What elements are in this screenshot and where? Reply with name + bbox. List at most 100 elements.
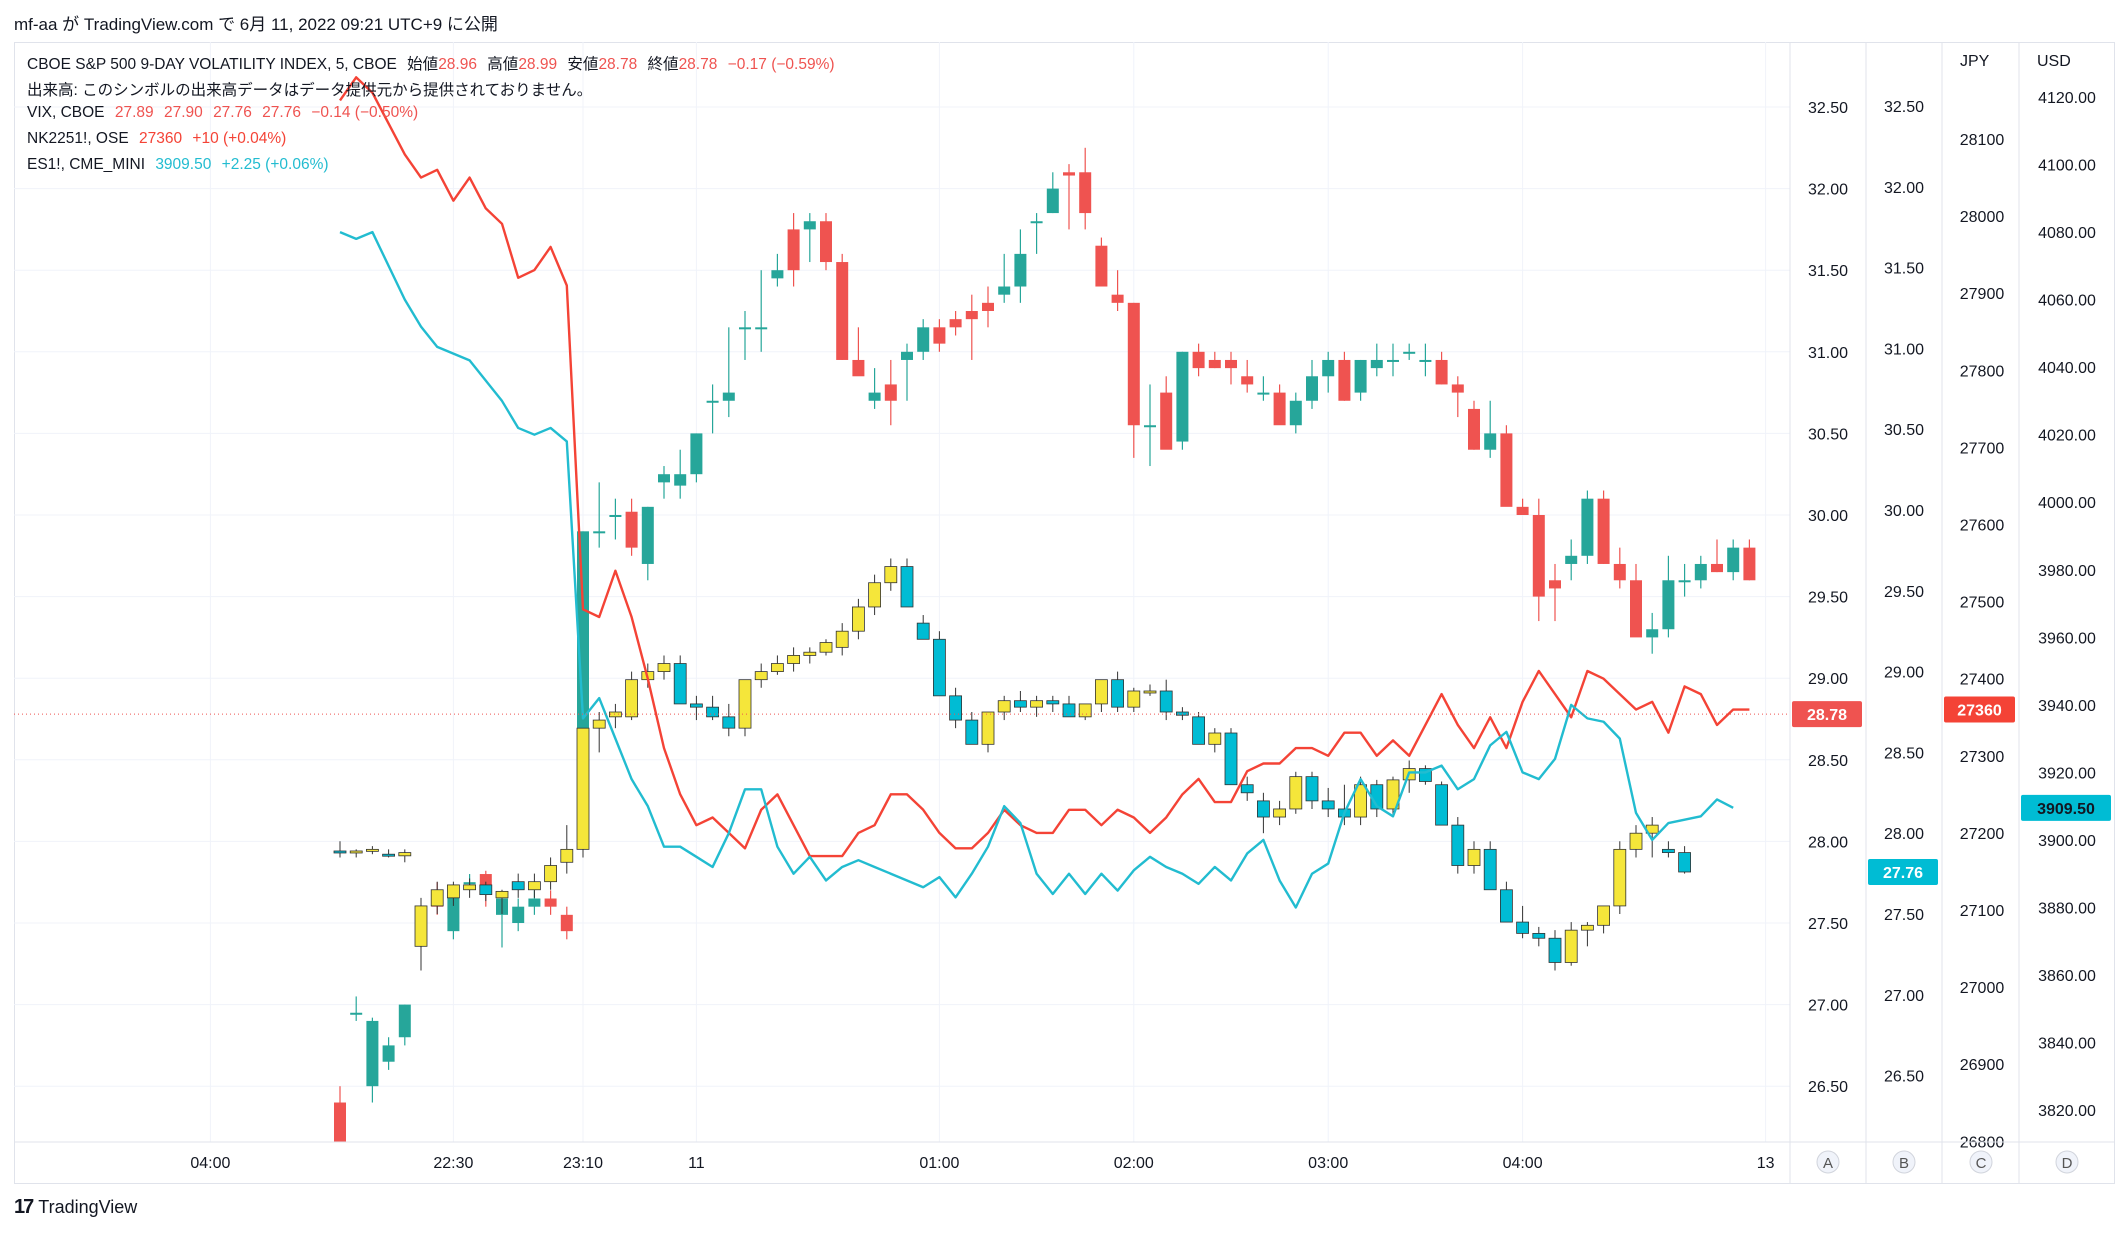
vix-candle-body [544, 865, 557, 883]
vix9d-candle-body [917, 327, 930, 352]
legend-nk: NK2251!, OSE 27360 +10 (+0.04%) [27, 130, 292, 148]
axis-tick-label: 3840.00 [2038, 1036, 2096, 1053]
axis-tick-label: 31.00 [1884, 341, 1924, 358]
vix9d-candle-body [366, 1020, 379, 1087]
axis-tick-label: 31.00 [1808, 345, 1848, 362]
vix9d-candle-body [625, 511, 638, 548]
vix-candle-body [1224, 732, 1238, 786]
vix9d-candle-body [1354, 359, 1367, 393]
scale-button-d[interactable]: D [2055, 1150, 2079, 1174]
vix-candle-body [965, 719, 979, 745]
vix-candle-body [916, 622, 930, 640]
vix9d-candle-body [803, 221, 816, 230]
current-price-tag-label: 3909.50 [2037, 801, 2095, 818]
legend-es-symbol[interactable]: ES1!, CME_MINI [27, 156, 145, 173]
scale-button-a[interactable]: A [1816, 1150, 1840, 1174]
axis-tick-label: 31.50 [1808, 263, 1848, 280]
scale-button-c[interactable]: C [1969, 1150, 1993, 1174]
vix-candle-body [722, 716, 736, 729]
vix-candle-body [1321, 800, 1335, 810]
vix-candle-body [787, 655, 800, 664]
vix9d-candle-body [1532, 515, 1545, 597]
price-axis-jpy[interactable]: JPY 28100 28000 27900 27800 27700 27600 27500 27… [1941, 42, 2015, 1183]
vix-candle-body [1078, 703, 1092, 718]
vix-candle-body [706, 706, 719, 718]
vix-candle-body [1435, 784, 1448, 826]
vix-candle-body [738, 679, 752, 729]
scale-button-circle [1892, 1150, 1916, 1174]
scale-button-b[interactable]: B [1892, 1150, 1916, 1174]
axis-tick-label: 29.00 [1808, 671, 1848, 688]
legend-vix-symbol[interactable]: VIX, CBOE [27, 104, 105, 121]
vix-candle-body [997, 700, 1011, 713]
axis-tick-label: 27100 [1960, 903, 2005, 920]
vix9d-candle-body [1694, 563, 1707, 581]
vix-candle-body [1516, 921, 1529, 934]
axis-tick-label: 28000 [1960, 209, 2005, 226]
axis-tick-label: 29.00 [1884, 665, 1924, 682]
price-axis-usd[interactable]: USD 4120.00 4100.00 4080.00 4060.00 4040.00 40… [2018, 42, 2111, 1183]
vix-candle-body [673, 663, 687, 705]
current-price-tag-label: 28.78 [1807, 707, 1847, 724]
vix-candle-body [1548, 937, 1562, 963]
axis-tick-label: 27.50 [1884, 907, 1924, 924]
vix-candle-body [609, 711, 622, 718]
vix-candle-body [382, 853, 396, 857]
scale-button-label: C [1976, 1155, 1987, 1172]
vix9d-candle-body [1144, 425, 1156, 428]
vix9d-candle-body [1095, 245, 1108, 287]
chart-frame[interactable] [14, 42, 2115, 1184]
vix9d-candle-body [528, 898, 541, 907]
vix9d-candle-body [1662, 580, 1675, 630]
axis-tick-label: 28.50 [1808, 753, 1848, 770]
vix9d-candle-body [1451, 384, 1464, 393]
tradingview-brand[interactable]: 17 TradingView [14, 1196, 137, 1219]
vix9d-candle-body [674, 474, 687, 486]
vix9d-candle-body [1030, 221, 1043, 224]
axis-tick-label: 30.50 [1808, 426, 1848, 443]
vix-candle-body [349, 850, 363, 854]
vix-candle-body [1662, 848, 1675, 853]
nk2251-line [339, 76, 1750, 858]
vix9d-candle-body [787, 229, 800, 271]
axis-tick-label: 27500 [1960, 595, 2005, 612]
vix-candle-body [1062, 703, 1076, 718]
vix9d-candle-body [1435, 359, 1448, 385]
legend-main-symbol[interactable]: CBOE S&P 500 9-DAY VOLATILITY INDEX, 5, … [27, 56, 397, 73]
vix-candle-body [803, 651, 817, 656]
vix9d-candle-body [1208, 359, 1221, 369]
vix9d-candle-body [1516, 506, 1529, 515]
vix9d-candle-body [901, 351, 913, 360]
vix9d-candle-body [1338, 359, 1351, 401]
vix-candle-body [1483, 848, 1497, 891]
time-tick-label: 04:00 [1503, 1155, 1543, 1172]
vix-candle-body [1613, 848, 1627, 907]
vix-candle-body [949, 695, 962, 721]
vix9d-candle-body [1678, 580, 1691, 583]
axis-tick-label: 3940.00 [2038, 698, 2096, 715]
axis-tick-label: 3960.00 [2038, 630, 2096, 647]
vix-candle-body [657, 663, 671, 673]
vix9d-candle-body [1727, 547, 1740, 573]
legend-low-value: 28.78 [598, 56, 638, 73]
vix-candle-body [1467, 848, 1481, 866]
axis-tick-label: 4120.00 [2038, 90, 2096, 107]
vix9d-candle-body [382, 1045, 395, 1062]
axis-tick-label: 30.00 [1808, 508, 1848, 525]
price-axis-a[interactable]: 32.50 32.00 31.50 31.00 30.50 30.00 29.50 29.00… [1789, 42, 1862, 1183]
legend-change: −0.17 (−0.59%) [727, 56, 835, 73]
vix-candle-body [690, 703, 703, 708]
scale-button-circle [1816, 1150, 1840, 1174]
legend-close: 終値28.78 [648, 56, 718, 73]
vix-candle-body [398, 852, 412, 857]
vix9d-candle-body [1630, 580, 1642, 638]
axis-tick-label: 27.00 [1808, 998, 1848, 1015]
scale-button-circle [1969, 1150, 1993, 1174]
vix9d-candle-body [933, 327, 946, 344]
axis-tick-label: 32.50 [1808, 100, 1848, 117]
legend-nk-symbol[interactable]: NK2251!, OSE [27, 130, 129, 147]
axis-tick-label: 3860.00 [2038, 968, 2096, 985]
axis-tick-label: 3900.00 [2038, 833, 2096, 850]
price-axis-b[interactable]: 32.50 32.00 31.50 31.00 30.50 30.00 29.50 29.00… [1865, 42, 1938, 1183]
